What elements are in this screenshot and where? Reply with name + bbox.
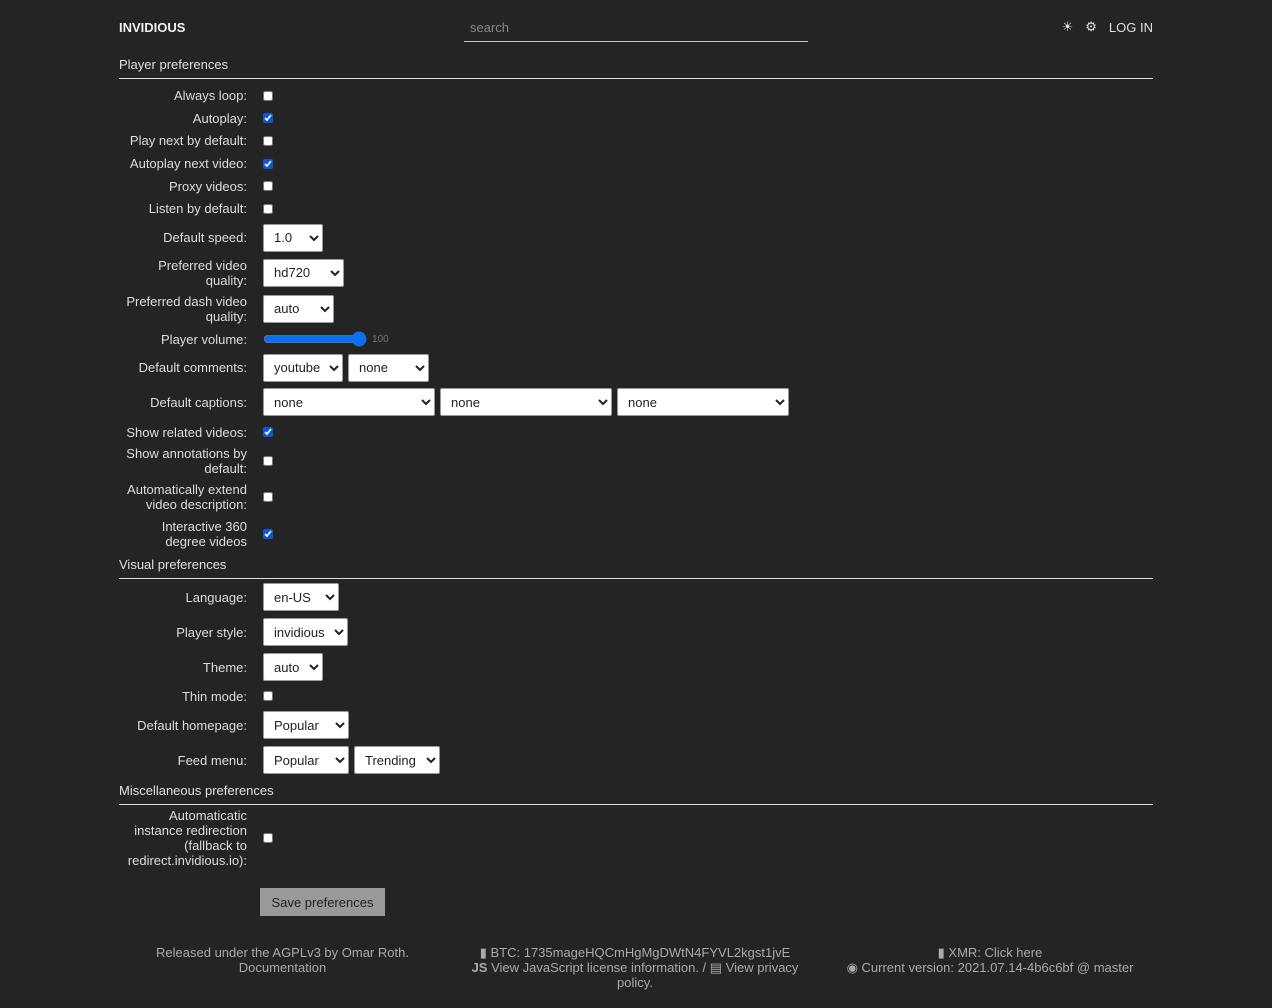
- label: Default homepage:: [137, 717, 247, 733]
- btc-address[interactable]: BTC: 1735mageHQCmHgMgDWtN4FYVL2kgst1jvE: [490, 945, 791, 960]
- label: Proxy videos:: [168, 178, 247, 194]
- label: Autoplay next video:: [129, 156, 247, 171]
- footer-left: Released under the AGPLv3 by Omar Roth. …: [150, 945, 415, 975]
- row-captions: Default captions: none none none: [119, 384, 1153, 420]
- wallet-icon: ▮: [937, 945, 949, 960]
- row-listen: Listen by default:: [119, 197, 1153, 220]
- row-dash: Preferred dash video quality: auto: [119, 290, 1153, 327]
- label: Default captions:: [150, 394, 247, 410]
- volume-value: 100: [372, 333, 389, 345]
- homepage-select[interactable]: Popular: [263, 711, 349, 739]
- video-360-checkbox[interactable]: [263, 529, 273, 539]
- login-link[interactable]: LOG IN: [1108, 19, 1153, 35]
- license-text: Released under the AGPLv3 by Omar Roth.: [156, 945, 409, 960]
- row-theme: Theme: auto: [119, 650, 1153, 684]
- document-icon: ▤: [709, 960, 726, 975]
- label: Language:: [185, 589, 247, 605]
- feed-select-2[interactable]: Trending: [354, 746, 440, 774]
- row-360: Interactive 360 degree videos: [119, 516, 1153, 552]
- row-related: Show related videos:: [119, 420, 1153, 444]
- feed-select-1[interactable]: Popular: [263, 746, 349, 774]
- thin-mode-checkbox[interactable]: [263, 691, 273, 701]
- row-speed: Default speed: 1.0: [119, 220, 1153, 255]
- label: Preferred dash video quality:: [126, 293, 247, 324]
- captions-select-3[interactable]: none: [617, 388, 789, 416]
- quality-select[interactable]: hd720: [263, 258, 344, 287]
- label: Default speed:: [163, 230, 247, 245]
- label: Theme:: [202, 659, 247, 675]
- label: Automaticatic instance redirection (fall…: [127, 808, 247, 868]
- captions-select-1[interactable]: none: [263, 388, 435, 416]
- label: Player volume:: [161, 331, 247, 347]
- row-homepage: Default homepage: Popular: [119, 708, 1153, 742]
- label: Always loop:: [174, 88, 247, 103]
- javascript-icon: JS: [471, 960, 492, 975]
- label: Autoplay:: [192, 110, 247, 126]
- gear-icon[interactable]: ⚙: [1085, 19, 1097, 34]
- autoplay-next-checkbox[interactable]: [263, 158, 273, 169]
- redirect-checkbox[interactable]: [263, 833, 273, 843]
- label: Listen by default:: [148, 201, 247, 216]
- row-autoplay-next: Autoplay next video:: [119, 152, 1153, 175]
- row-redirect: Automaticatic instance redirection (fall…: [119, 806, 1153, 870]
- wallet-icon: ▮: [479, 945, 491, 960]
- proxy-checkbox[interactable]: [263, 181, 273, 191]
- section-visual: Visual preferences: [119, 552, 1153, 579]
- label: Thin mode:: [181, 688, 247, 704]
- documentation-link[interactable]: Documentation: [238, 960, 327, 975]
- speed-select[interactable]: 1.0: [263, 223, 323, 252]
- save-preferences-button[interactable]: Save preferences: [260, 888, 385, 916]
- dash-quality-select[interactable]: auto: [263, 294, 334, 323]
- footer-center: ▮ BTC: 1735mageHQCmHgMgDWtN4FYVL2kgst1jv…: [470, 945, 800, 990]
- row-player-style: Player style: invidious: [119, 614, 1153, 650]
- sun-icon[interactable]: ☀: [1061, 19, 1074, 34]
- label: Preferred video quality:: [158, 257, 247, 288]
- autoplay-checkbox[interactable]: [263, 113, 273, 123]
- section-misc: Miscellaneous preferences: [119, 778, 1153, 805]
- comments-select-1[interactable]: youtube: [263, 353, 343, 382]
- js-license-link[interactable]: View JavaScript license information.: [491, 960, 699, 975]
- label: Default comments:: [138, 360, 247, 375]
- row-volume: Player volume: 100: [119, 327, 1153, 351]
- theme-select[interactable]: auto: [263, 653, 323, 681]
- comments-select-2[interactable]: none: [348, 353, 429, 382]
- captions-select-2[interactable]: none: [440, 388, 612, 416]
- search-input[interactable]: [464, 14, 808, 42]
- label: Show related videos:: [126, 424, 247, 440]
- annotations-checkbox[interactable]: [263, 455, 273, 466]
- row-thin: Thin mode:: [119, 684, 1153, 708]
- play-next-checkbox[interactable]: [263, 135, 273, 146]
- volume-slider[interactable]: [263, 331, 367, 347]
- row-always-loop: Always loop:: [119, 84, 1153, 107]
- row-autoplay: Autoplay:: [119, 107, 1153, 129]
- separator: /: [698, 960, 710, 975]
- label: Interactive 360 degree videos: [161, 519, 247, 549]
- extend-description-checkbox[interactable]: [263, 491, 273, 502]
- row-play-next: Play next by default:: [119, 129, 1153, 152]
- brand-logo[interactable]: INVIDIOUS: [119, 20, 186, 35]
- row-quality: Preferred video quality: hd720: [119, 255, 1153, 290]
- language-select[interactable]: en-US: [263, 583, 339, 611]
- label: Automatically extend video description:: [127, 481, 247, 512]
- github-icon: ◉: [846, 960, 862, 975]
- related-checkbox[interactable]: [263, 427, 273, 437]
- version-link[interactable]: Current version: 2021.07.14-4b6c6bf @ ma…: [861, 960, 1134, 975]
- row-annotations: Show annotations by default:: [119, 444, 1153, 477]
- label: Play next by default:: [129, 133, 247, 148]
- xmr-link[interactable]: XMR: Click here: [948, 945, 1043, 960]
- section-player: Player preferences: [119, 52, 1153, 79]
- row-feed: Feed menu: Popular Trending: [119, 742, 1153, 778]
- row-proxy: Proxy videos:: [119, 175, 1153, 197]
- row-comments: Default comments: youtube none: [119, 351, 1153, 384]
- row-extend: Automatically extend video description:: [119, 477, 1153, 516]
- label: Player style:: [176, 624, 247, 640]
- always-loop-checkbox[interactable]: [263, 90, 273, 101]
- row-language: Language: en-US: [119, 580, 1153, 614]
- listen-checkbox[interactable]: [263, 203, 273, 214]
- label: Show annotations by default:: [126, 445, 247, 476]
- player-style-select[interactable]: invidious: [263, 618, 348, 646]
- privacy-link[interactable]: View privacy policy.: [617, 960, 799, 990]
- label: Feed menu:: [177, 752, 247, 768]
- footer-right: ▮ XMR: Click here ◉ Current version: 202…: [835, 945, 1145, 975]
